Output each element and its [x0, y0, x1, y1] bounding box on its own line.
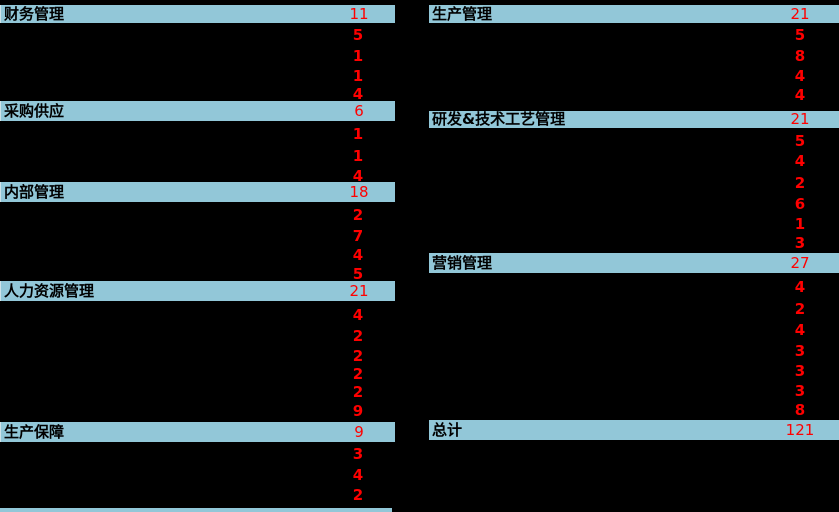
section-total-value: 18	[349, 182, 369, 201]
section-label: 生产保障	[4, 422, 65, 441]
section-label: 人力资源管理	[4, 281, 95, 300]
value-cell[interactable]: 2	[794, 300, 806, 318]
value-cell[interactable]: 2	[352, 365, 364, 383]
value-cell[interactable]: 3	[352, 445, 364, 463]
value-cell[interactable]: 2	[352, 327, 364, 345]
value-cell[interactable]: 5	[352, 26, 364, 44]
partial-header-bar	[0, 508, 392, 512]
section-total-value: 21	[790, 4, 810, 23]
section-total-value: 11	[349, 4, 369, 23]
value-cell[interactable]: 2	[352, 383, 364, 401]
section-header[interactable]: 生产管理 21	[429, 5, 839, 23]
value-cell[interactable]: 5	[352, 265, 364, 283]
value-cell[interactable]: 3	[794, 342, 806, 360]
value-cell[interactable]: 4	[794, 86, 806, 104]
section-label: 内部管理	[4, 182, 65, 201]
value-cell[interactable]: 5	[794, 26, 806, 44]
value-cell[interactable]: 1	[352, 125, 364, 143]
section-label: 研发&技术工艺管理	[432, 110, 566, 128]
value-cell[interactable]: 4	[352, 167, 364, 185]
value-cell[interactable]: 1	[352, 47, 364, 65]
value-cell[interactable]: 4	[352, 85, 364, 103]
section-label: 生产管理	[432, 4, 493, 23]
value-cell[interactable]: 4	[794, 278, 806, 296]
value-cell[interactable]: 8	[794, 47, 806, 65]
section-total-value: 21	[349, 281, 369, 300]
value-cell[interactable]: 1	[794, 215, 806, 233]
value-cell[interactable]: 3	[794, 382, 806, 400]
value-cell[interactable]: 1	[352, 147, 364, 165]
value-cell[interactable]: 5	[794, 132, 806, 150]
value-cell[interactable]: 3	[794, 362, 806, 380]
value-cell[interactable]: 2	[352, 206, 364, 224]
value-cell[interactable]: 8	[794, 401, 806, 419]
section-header[interactable]: 人力资源管理 21	[0, 281, 395, 301]
section-header[interactable]: 总计 121	[429, 420, 839, 440]
section-total-value: 6	[354, 101, 364, 120]
value-cell[interactable]: 4	[794, 67, 806, 85]
value-cell[interactable]: 1	[352, 67, 364, 85]
value-cell[interactable]: 4	[794, 321, 806, 339]
value-cell[interactable]: 4	[794, 152, 806, 170]
section-header[interactable]: 营销管理 27	[429, 253, 839, 273]
value-cell[interactable]: 2	[352, 347, 364, 365]
value-cell[interactable]: 6	[794, 195, 806, 213]
value-cell[interactable]: 3	[794, 234, 806, 252]
section-total-value: 9	[354, 422, 364, 441]
section-label: 营销管理	[432, 253, 493, 272]
section-label: 总计	[432, 420, 463, 439]
value-cell[interactable]: 4	[352, 466, 364, 484]
section-label: 财务管理	[4, 4, 65, 23]
value-cell[interactable]: 2	[794, 174, 806, 192]
section-total-value: 121	[785, 420, 815, 439]
section-header[interactable]: 采购供应 6	[0, 101, 395, 121]
section-header[interactable]: 生产保障 9	[0, 422, 395, 442]
value-cell[interactable]: 4	[352, 306, 364, 324]
section-total-value: 27	[790, 253, 810, 272]
value-cell[interactable]: 7	[352, 227, 364, 245]
value-cell[interactable]: 4	[352, 246, 364, 264]
section-header[interactable]: 研发&技术工艺管理 21	[429, 111, 839, 128]
section-label: 采购供应	[4, 101, 65, 120]
value-cell[interactable]: 9	[352, 402, 364, 420]
section-header[interactable]: 内部管理 18	[0, 182, 395, 202]
section-header[interactable]: 财务管理 11	[0, 5, 395, 23]
value-cell[interactable]: 2	[352, 486, 364, 504]
section-total-value: 21	[790, 110, 810, 128]
